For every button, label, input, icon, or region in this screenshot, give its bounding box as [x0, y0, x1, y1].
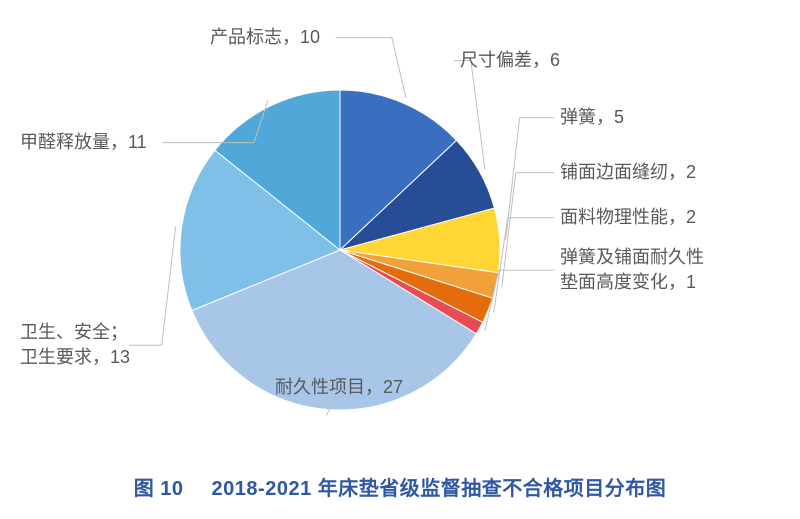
slice-label: 铺面边面缝纫，2 — [560, 160, 696, 185]
pie-svg — [180, 90, 500, 410]
caption-text: 2018-2021 年床垫省级监督抽查不合格项目分布图 — [212, 478, 667, 500]
slice-label: 产品标志，10 — [210, 25, 320, 50]
slice-label: 面料物理性能，2 — [560, 205, 696, 230]
caption-prefix: 图 10 — [134, 478, 184, 500]
chart-caption: 图 10 2018-2021 年床垫省级监督抽查不合格项目分布图 — [0, 472, 800, 501]
slice-label: 尺寸偏差，6 — [460, 48, 560, 73]
slice-label: 卫生、安全；卫生要求，13 — [20, 320, 130, 370]
leader-line — [129, 226, 176, 345]
slice-label: 甲醛释放量，11 — [20, 130, 147, 155]
slice-label: 弹簧及铺面耐久性垫面高度变化，1 — [560, 245, 704, 295]
leader-line — [502, 173, 554, 287]
leader-line — [494, 218, 554, 313]
pie-chart: 产品标志，10 尺寸偏差，6 弹簧，5 铺面边面缝纫，2 面料物理性能，2 弹簧及铺面耐久… — [0, 20, 800, 460]
slice-label: 耐久性项目，27 — [275, 375, 403, 400]
slice-label: 弹簧，5 — [560, 105, 624, 130]
leader-line — [506, 118, 554, 240]
leader-line — [336, 38, 406, 98]
